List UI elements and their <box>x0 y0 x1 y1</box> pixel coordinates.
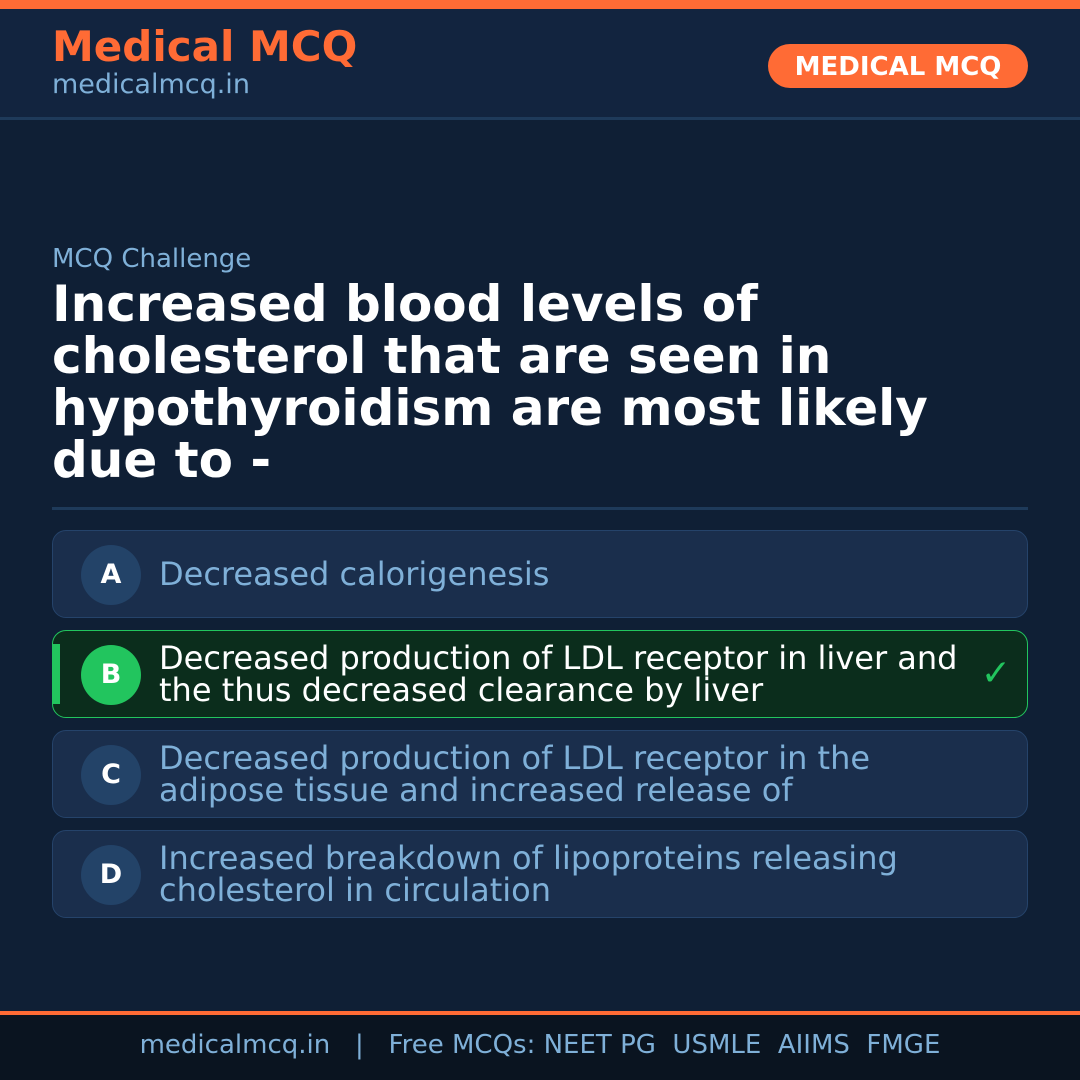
option-letter: C <box>81 745 141 805</box>
option-a[interactable]: A Decreased calorigenesis <box>52 530 1028 618</box>
top-accent-bar <box>0 0 1080 9</box>
question-text: Increased blood levels of cholesterol th… <box>52 275 928 489</box>
option-text: Increased breakdown of lipoproteins rele… <box>159 839 898 909</box>
option-letter: B <box>81 645 141 705</box>
option-letter: D <box>81 845 141 905</box>
site-url: medicalmcq.in <box>52 69 250 100</box>
divider <box>52 507 1028 510</box>
option-letter: A <box>81 545 141 605</box>
category-badge: MEDICAL MCQ <box>768 44 1028 88</box>
brand-title: Medical MCQ <box>52 22 358 71</box>
option-b[interactable]: B Decreased production of LDL receptor i… <box>52 630 1028 718</box>
option-d[interactable]: D Increased breakdown of lipoproteins re… <box>52 830 1028 918</box>
option-c[interactable]: C Decreased production of LDL receptor i… <box>52 730 1028 818</box>
footer-text: medicalmcq.in | Free MCQs: NEET PG USMLE… <box>0 1015 1080 1080</box>
check-icon: ✓ <box>980 653 1011 694</box>
option-text: Decreased production of LDL receptor in … <box>159 639 958 709</box>
option-text: Decreased calorigenesis <box>159 555 550 593</box>
option-text: Decreased production of LDL receptor in … <box>159 739 871 809</box>
footer-accent-line <box>0 1011 1080 1015</box>
section-label: MCQ Challenge <box>52 244 252 274</box>
header: Medical MCQ medicalmcq.in MEDICAL MCQ <box>0 9 1080 120</box>
correct-indicator-bar <box>53 644 60 704</box>
